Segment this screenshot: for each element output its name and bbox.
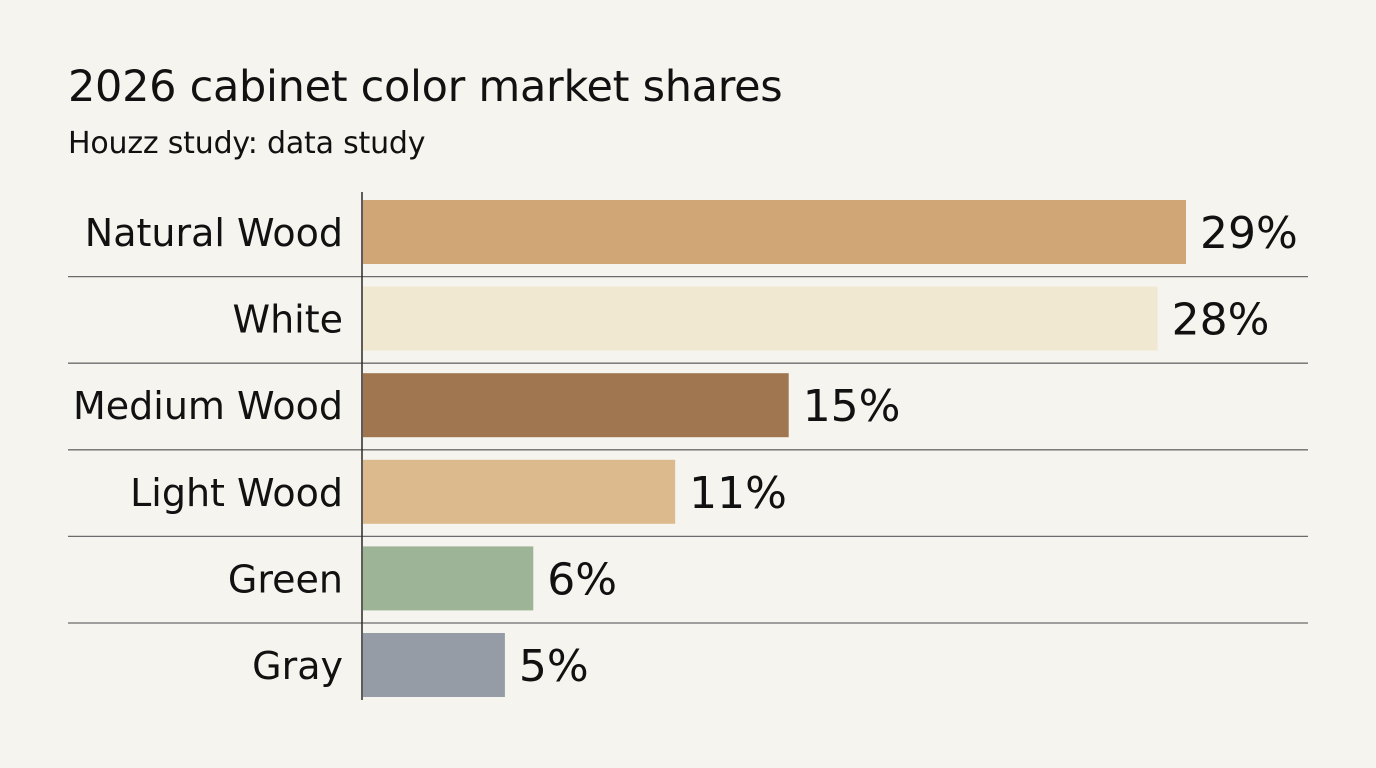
value-label-medium-wood: 15% xyxy=(803,381,901,432)
value-labels: 29% 28% 15% 11% 6% 5% xyxy=(519,208,1298,692)
chart-title: 2026 cabinet color market shares xyxy=(68,62,783,112)
bar-gray xyxy=(363,633,505,697)
category-labels: Natural Wood White Medium Wood Light Wood Gr… xyxy=(73,211,343,688)
row-separators xyxy=(68,275,1308,624)
value-label-gray: 5% xyxy=(519,641,589,692)
category-label-gray: Gray xyxy=(252,644,343,688)
value-label-white: 28% xyxy=(1172,295,1270,346)
bar-green xyxy=(363,546,534,611)
category-label-light-wood: Light Wood xyxy=(130,471,343,515)
chart-subtitle: Houzz study: data study xyxy=(68,126,426,161)
category-label-natural-wood: Natural Wood xyxy=(85,211,343,255)
bar-light-wood xyxy=(363,459,676,524)
bar-natural-wood xyxy=(363,200,1186,264)
category-label-medium-wood: Medium Wood xyxy=(73,384,343,428)
bars-group xyxy=(363,200,1186,697)
value-label-green: 6% xyxy=(547,554,617,605)
value-label-light-wood: 11% xyxy=(689,468,787,519)
category-label-green: Green xyxy=(228,557,343,601)
value-label-natural-wood: 29% xyxy=(1200,208,1298,259)
bar-white xyxy=(363,286,1158,351)
bar-medium-wood xyxy=(363,373,789,438)
category-label-white: White xyxy=(233,298,344,342)
